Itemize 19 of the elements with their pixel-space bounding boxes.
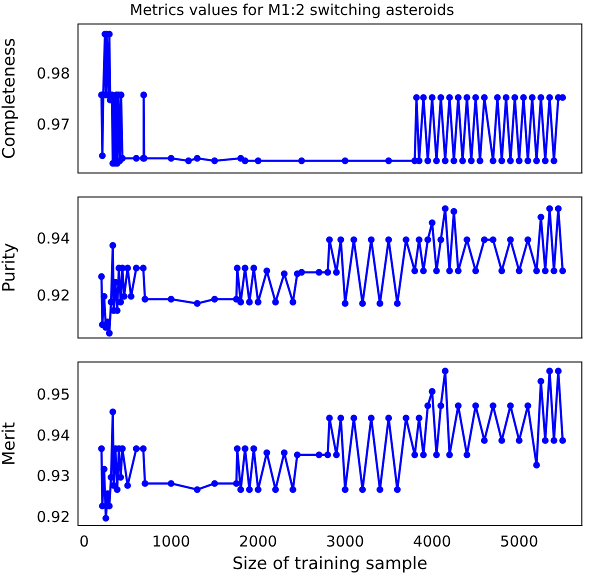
y-tick-label: 0.95: [36, 385, 70, 404]
chart-title: Metrics values for M1:2 switching asteroids: [130, 0, 454, 19]
y-axis-title: Purity: [0, 242, 20, 292]
y-tick-label: 0.92: [36, 286, 70, 304]
y-tick-label: 0.97: [36, 115, 70, 134]
x-tick-label: 2000: [239, 532, 278, 550]
y-tick-label: 0.94: [36, 230, 70, 248]
x-tick-label: 1000: [152, 532, 190, 550]
y-tick-label: 0.92: [36, 508, 70, 526]
y-tick-label: 0.93: [36, 467, 70, 486]
x-tick-label: 0: [79, 532, 89, 550]
y-tick-label: 0.94: [36, 426, 70, 444]
y-axis-title: Completeness: [0, 38, 20, 159]
x-tick-label: 4000: [413, 532, 452, 550]
y-tick-label: 0.98: [36, 64, 70, 83]
x-tick-label: 5000: [500, 532, 538, 550]
x-tick-label: 3000: [326, 532, 364, 550]
x-axis-title: Size of training sample: [232, 554, 428, 574]
y-axis-title: Merit: [0, 422, 20, 466]
